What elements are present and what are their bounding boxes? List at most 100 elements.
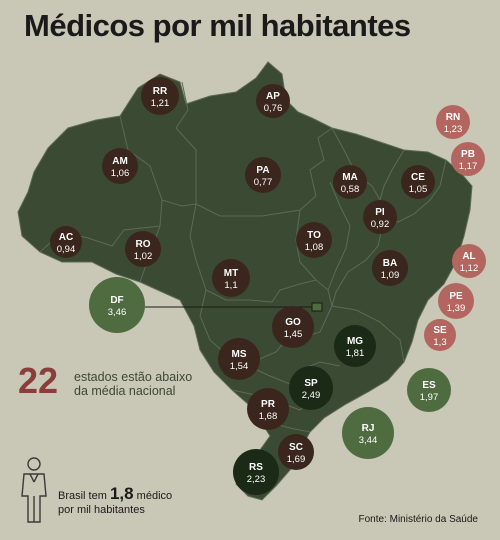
state-name: PB <box>461 149 475 160</box>
state-name: SE <box>433 325 447 336</box>
state-value: 1,54 <box>230 361 249 372</box>
state-bubble-sc: SC1,69 <box>278 434 314 470</box>
state-value: 3,44 <box>359 435 378 446</box>
state-circle <box>102 148 138 184</box>
state-bubble-df: DF3,46 <box>89 277 145 333</box>
state-circle <box>407 368 451 412</box>
state-name: RR <box>153 86 168 97</box>
state-bubble-se: SE1,3 <box>424 319 456 351</box>
state-value: 1,21 <box>151 98 170 109</box>
state-bubble-ma: MA0,58 <box>333 165 367 199</box>
state-value: 2,23 <box>247 474 266 485</box>
state-bubble-ap: AP0,76 <box>256 84 290 118</box>
state-circle <box>278 434 314 470</box>
state-bubble-pa: PA0,77 <box>245 157 281 193</box>
state-circle <box>89 277 145 333</box>
state-circle <box>247 388 289 430</box>
stat-number: 22 <box>18 360 59 401</box>
state-name: MT <box>224 268 238 279</box>
state-name: SC <box>289 442 303 453</box>
state-name: AC <box>59 232 73 243</box>
state-bubble-to: TO1,08 <box>296 222 332 258</box>
state-bubble-rn: RN1,23 <box>436 105 470 139</box>
state-circle <box>245 157 281 193</box>
state-value: 1,08 <box>305 242 324 253</box>
state-bubble-mg: MG1,81 <box>334 325 376 367</box>
state-circle <box>334 325 376 367</box>
state-name: AP <box>266 91 280 102</box>
state-name: BA <box>383 258 397 269</box>
state-bubble-ro: RO1,02 <box>125 231 161 267</box>
state-circle <box>218 338 260 380</box>
state-bubble-ba: BA1,09 <box>372 250 408 286</box>
state-value: 0,76 <box>264 103 283 114</box>
state-value: 1,23 <box>444 124 463 135</box>
state-circle <box>212 259 250 297</box>
state-circle <box>289 366 333 410</box>
state-circle <box>424 319 456 351</box>
state-value: 1,09 <box>381 270 400 281</box>
average-line2: por mil habitantes <box>58 504 145 516</box>
state-circle <box>363 200 397 234</box>
state-bubble-am: AM1,06 <box>102 148 138 184</box>
state-circle <box>452 244 486 278</box>
state-name: AM <box>112 156 128 167</box>
state-name: PI <box>375 207 385 218</box>
state-bubble-pr: PR1,68 <box>247 388 289 430</box>
state-bubble-ce: CE1,05 <box>401 165 435 199</box>
df-marker <box>311 302 323 312</box>
state-value: 1,12 <box>460 263 479 274</box>
state-name: SP <box>304 378 318 389</box>
state-circle <box>401 165 435 199</box>
state-name: DF <box>110 295 123 306</box>
state-name: RS <box>249 462 263 473</box>
state-value: 0,58 <box>341 184 360 195</box>
state-value: 0,94 <box>57 244 76 255</box>
state-bubble-ms: MS1,54 <box>218 338 260 380</box>
state-circle <box>333 165 367 199</box>
state-name: PE <box>449 291 463 302</box>
state-value: 0,92 <box>371 219 390 230</box>
state-bubble-rj: RJ3,44 <box>342 407 394 459</box>
stat-text: estados estão abaixo da média nacional <box>74 370 224 398</box>
state-bubble-pi: PI0,92 <box>363 200 397 234</box>
state-value: 1,69 <box>287 454 306 465</box>
state-bubble-mt: MT1,1 <box>212 259 250 297</box>
state-bubble-ac: AC0,94 <box>50 226 82 258</box>
state-circle <box>296 222 332 258</box>
state-circle <box>451 142 485 176</box>
state-name: CE <box>411 172 425 183</box>
state-value: 0,77 <box>254 177 273 188</box>
state-value: 1,97 <box>420 392 439 403</box>
average-block: Brasil tem 1,8 médico por mil habitantes <box>18 455 218 525</box>
average-value: 1,8 <box>109 484 134 503</box>
state-name: PR <box>261 399 276 410</box>
doctor-icon <box>21 457 47 523</box>
state-name: RO <box>136 239 151 250</box>
state-name: RJ <box>362 423 375 434</box>
page-title: Médicos por mil habitantes <box>24 8 411 43</box>
state-value: 1,68 <box>259 411 278 422</box>
state-circle <box>438 283 474 319</box>
state-bubble-pb: PB1,17 <box>451 142 485 176</box>
state-bubble-al: AL1,12 <box>452 244 486 278</box>
state-circle <box>141 77 179 115</box>
state-bubble-rs: RS2,23 <box>233 449 279 495</box>
state-name: AL <box>462 251 475 262</box>
state-name: RN <box>446 112 460 123</box>
average-prefix: Brasil tem <box>58 490 107 502</box>
state-circle <box>272 306 314 348</box>
state-circle <box>50 226 82 258</box>
state-circle <box>436 105 470 139</box>
state-bubble-go: GO1,45 <box>272 306 314 348</box>
state-bubble-sp: SP2,49 <box>289 366 333 410</box>
source-note: Fonte: Ministério da Saúde <box>358 514 478 525</box>
state-value: 2,49 <box>302 390 321 401</box>
state-value: 1,3 <box>433 337 446 348</box>
average-suffix: médico <box>136 490 173 502</box>
state-circle <box>125 231 161 267</box>
state-value: 1,06 <box>111 168 130 179</box>
state-value: 1,17 <box>459 161 478 172</box>
